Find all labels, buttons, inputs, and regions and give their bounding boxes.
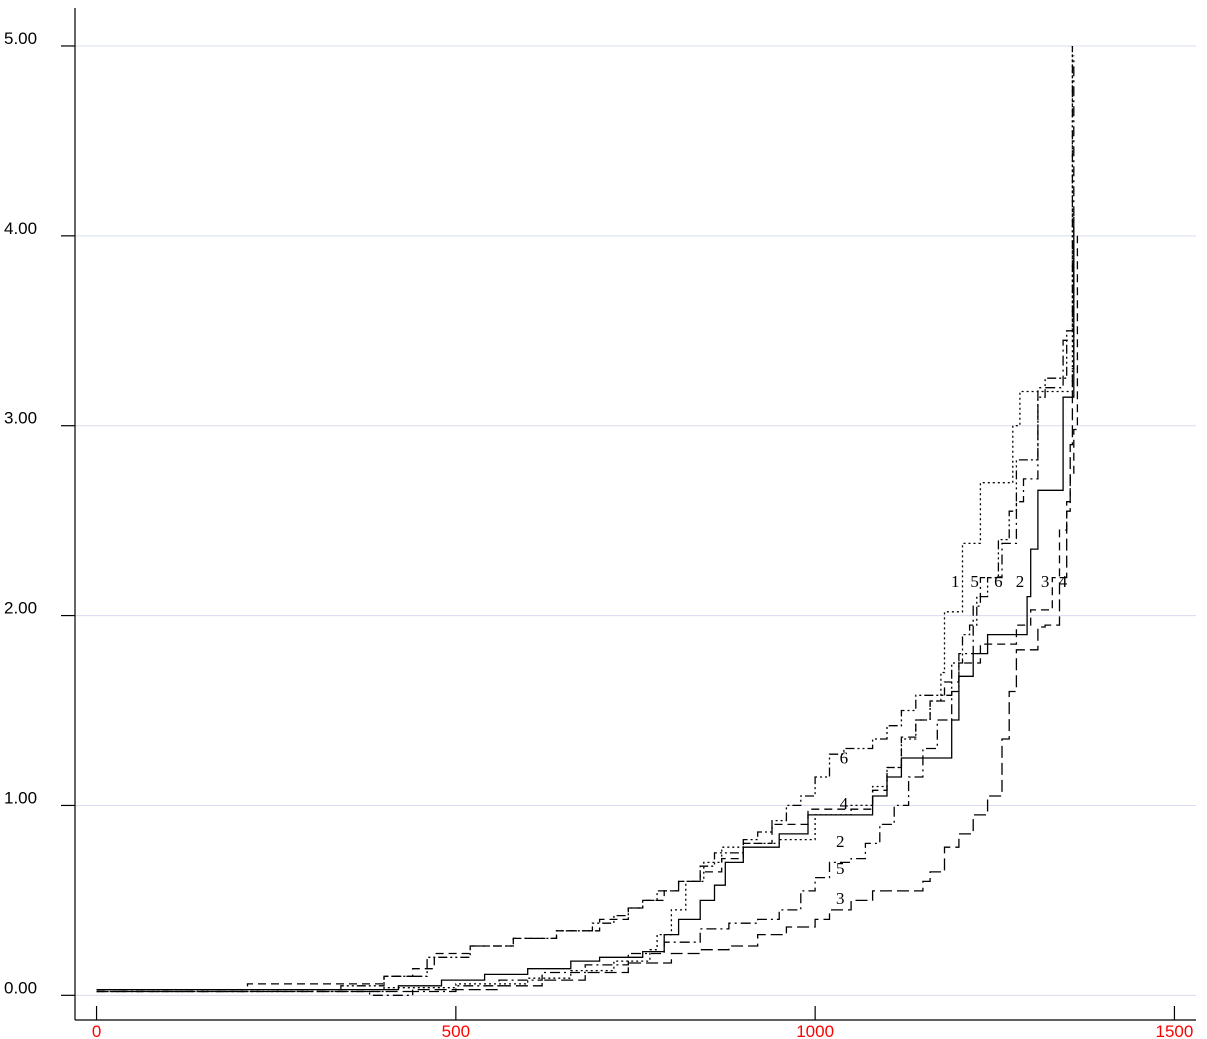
- curve-label: 6: [994, 572, 1003, 591]
- curve-3: [96, 235, 1075, 993]
- curve-label: 4: [840, 794, 849, 813]
- y-tick-label: 2.00: [4, 599, 37, 618]
- axes: [74, 8, 1196, 1021]
- y-tick-label: 5.00: [4, 29, 37, 48]
- curve-1: [96, 46, 1074, 993]
- x-tick-label: 0: [92, 1022, 101, 1039]
- curve-label: 1: [951, 572, 960, 591]
- curve-5: [96, 55, 1075, 996]
- y-tick-label: 4.00: [4, 219, 37, 238]
- y-tick-label: 1.00: [4, 788, 37, 807]
- curve-label: 2: [836, 832, 845, 851]
- curve-label: 6: [840, 749, 849, 768]
- curve-label: 2: [1016, 572, 1025, 591]
- curve-label: 3: [1041, 572, 1050, 591]
- curve-2: [96, 216, 1075, 991]
- curve-label: 5: [836, 859, 845, 878]
- curve-label: 3: [836, 889, 845, 908]
- gridlines: [75, 45, 1196, 996]
- x-tick-label: 1000: [796, 1022, 834, 1039]
- step-curves: [96, 46, 1079, 996]
- curve-label: 4: [1059, 572, 1068, 591]
- x-axis-ticks: 0 500 1000 1500: [92, 1006, 1194, 1039]
- curve-label: 5: [970, 572, 979, 591]
- x-tick-label: 1500: [1156, 1022, 1194, 1039]
- y-tick-label: 0.00: [4, 978, 37, 997]
- y-axis-ticks: 0.00 1.00 2.00 3.00 4.00 5.00: [4, 29, 75, 997]
- curve-6: [96, 46, 1074, 991]
- curve-4: [96, 235, 1079, 993]
- y-tick-label: 3.00: [4, 409, 37, 428]
- x-tick-label: 500: [442, 1022, 470, 1039]
